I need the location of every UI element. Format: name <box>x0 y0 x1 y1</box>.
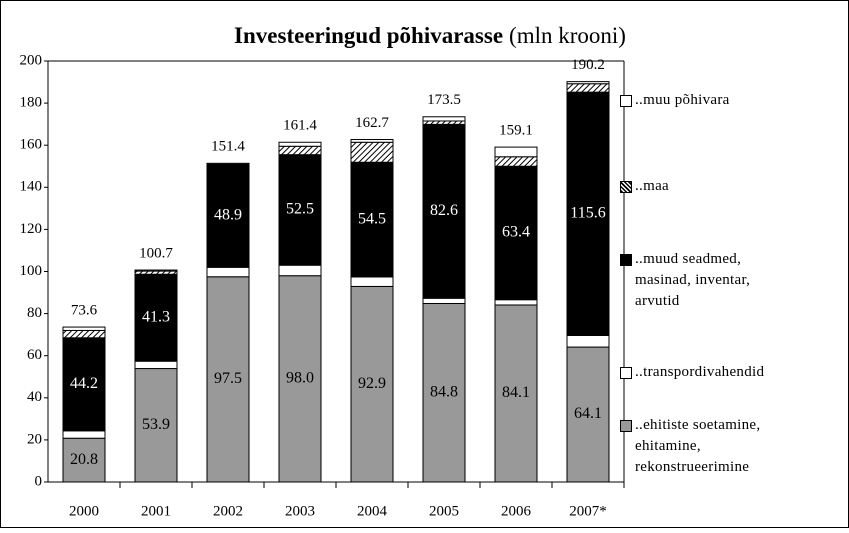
legend-item: ..muud seadmed, masinad, inventar, arvut… <box>620 249 845 312</box>
legend-label: ..muud seadmed, masinad, inventar, arvut… <box>635 251 751 309</box>
data-label: 20.8 <box>70 451 98 468</box>
bar-segment <box>350 276 394 287</box>
data-label: 97.5 <box>214 370 242 387</box>
legend-item: ..ehitiste soetamine, ehitamine, rekonst… <box>620 415 845 478</box>
data-label: 54.5 <box>358 210 386 227</box>
bar-segment <box>134 360 178 370</box>
legend-label: ..maa <box>635 178 669 194</box>
data-label: 53.9 <box>142 416 170 433</box>
legend-label: ..muu põhivara <box>635 92 730 108</box>
x-tick-label: 2004 <box>357 503 388 519</box>
bar-segment <box>350 139 394 143</box>
legend-swatch <box>620 367 632 379</box>
bar-segment <box>62 329 106 339</box>
bar-segment <box>422 297 466 304</box>
y-tick-label: 140 <box>20 179 43 195</box>
y-tick-label: 200 <box>20 52 43 68</box>
bar-segment <box>422 123 466 299</box>
total-label: 173.5 <box>427 92 461 108</box>
x-tick-label: 2002 <box>213 503 243 519</box>
x-tick-label: 2005 <box>429 503 459 519</box>
x-tick-label: 2007* <box>569 503 607 519</box>
total-label: 190.2 <box>571 57 605 73</box>
legend-item: ..maa <box>620 176 845 197</box>
bar-segment <box>278 154 322 266</box>
total-label: 162.7 <box>355 115 389 131</box>
title-main: Investeeringud põhivarasse <box>234 23 503 48</box>
bar-segment <box>62 430 106 439</box>
bar-segment <box>134 368 178 483</box>
bar-segment <box>422 116 466 122</box>
legend-label: ..transpordivahendid <box>635 364 765 380</box>
legend-item: ..muu põhivara <box>620 90 845 111</box>
legend-swatch <box>620 181 632 193</box>
bar-segment <box>566 334 610 348</box>
x-tick-label: 2001 <box>141 503 171 519</box>
legend-swatch <box>620 95 632 107</box>
legend-swatch <box>620 420 632 432</box>
data-label: 64.1 <box>574 405 602 422</box>
total-label: 100.7 <box>139 245 173 261</box>
data-label: 48.9 <box>214 206 242 223</box>
bar-segment <box>494 156 538 167</box>
bar-segment <box>422 120 466 125</box>
bar-segment <box>278 145 322 156</box>
data-label: 92.9 <box>358 375 386 392</box>
bar-segment <box>494 146 538 158</box>
bar-segment <box>206 276 250 483</box>
title-unit: (mln krooni) <box>509 23 626 48</box>
legend-label: ..ehitiste soetamine, ehitamine, rekonst… <box>635 417 761 475</box>
bar-segment <box>278 275 322 483</box>
x-tick-label: 2003 <box>285 503 315 519</box>
bar-segment <box>206 162 250 165</box>
data-label: 52.5 <box>286 201 314 218</box>
data-label: 115.6 <box>570 204 605 221</box>
bar-segment <box>494 165 538 301</box>
chart-title: Investeeringud põhivarasse (mln krooni) <box>234 23 626 48</box>
legend-swatch <box>620 254 632 266</box>
data-label: 84.8 <box>430 383 458 400</box>
bar-segment <box>350 161 394 278</box>
x-tick-label: 2000 <box>69 503 99 519</box>
y-tick-label: 40 <box>27 389 42 405</box>
bar-segment <box>494 304 538 483</box>
bar-segment <box>62 326 106 331</box>
y-tick-label: 100 <box>20 263 43 279</box>
bar-segment <box>134 269 178 272</box>
legend: ..muu põhivara ..maa ..muud seadmed, masin… <box>620 0 848 528</box>
bar-segment <box>278 141 322 147</box>
total-label: 161.4 <box>283 118 317 134</box>
total-label: 73.6 <box>71 303 98 319</box>
bar-segment <box>278 264 322 277</box>
legend-item: ..transpordivahendid <box>620 362 845 383</box>
data-label: 84.1 <box>502 384 530 401</box>
bar-segment <box>350 141 394 163</box>
y-tick-label: 160 <box>20 137 43 153</box>
data-label: 82.6 <box>430 202 458 219</box>
y-tick-label: 60 <box>27 347 42 363</box>
y-tick-label: 180 <box>20 95 43 111</box>
bar-segment <box>566 83 610 93</box>
x-tick-label: 2006 <box>501 503 532 519</box>
y-tick-label: 120 <box>20 221 43 237</box>
data-label: 44.2 <box>70 375 98 392</box>
y-tick-label: 80 <box>27 305 42 321</box>
y-tick-label: 0 <box>35 473 43 489</box>
total-label: 159.1 <box>499 123 533 139</box>
y-tick-label: 20 <box>27 431 42 447</box>
bar-segment <box>494 299 538 306</box>
bar-segment <box>62 437 106 483</box>
bar-segment <box>206 266 250 278</box>
bar-segment <box>566 81 610 85</box>
bar-segment <box>206 163 250 268</box>
data-label: 41.3 <box>142 308 170 325</box>
data-label: 63.4 <box>502 224 530 241</box>
bar-segment <box>566 346 610 483</box>
total-label: 151.4 <box>211 139 245 155</box>
data-label: 98.0 <box>286 370 314 387</box>
